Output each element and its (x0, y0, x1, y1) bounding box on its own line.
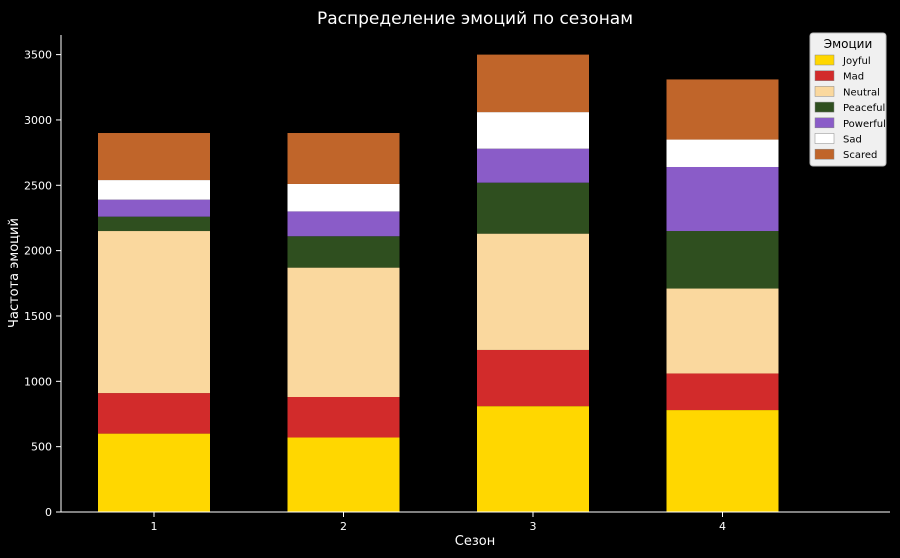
legend-swatch-joyful (814, 54, 835, 66)
legend-label-powerful: Powerful (843, 119, 886, 130)
bar-neutral-season-2 (287, 267, 400, 397)
bar-peaceful-season-3 (477, 182, 589, 234)
y-tick-label: 0 (45, 506, 52, 519)
bar-scared-season-4 (666, 79, 779, 140)
legend-label-neutral: Neutral (843, 87, 880, 98)
x-axis-label: Сезон (455, 534, 495, 549)
bar-mad-season-2 (287, 396, 400, 438)
bar-joyful-season-4 (666, 410, 779, 512)
legend-swatch-neutral (814, 86, 835, 97)
legend: Эмоции Joyful Mad Neutral Peaceful Powerful S… (809, 32, 887, 167)
y-axis-label: Частота эмоций (7, 218, 22, 328)
bar-scared-season-2 (287, 133, 400, 184)
bar-powerful-season-2 (287, 211, 400, 237)
x-tick-label: 4 (719, 520, 726, 533)
legend-label-peaceful: Peaceful (843, 103, 885, 114)
bar-joyful-season-1 (98, 433, 210, 512)
bar-joyful-season-2 (287, 437, 400, 512)
legend-swatch-scared (814, 148, 835, 160)
y-tick-label: 3500 (24, 49, 52, 62)
y-tick-label: 1000 (24, 375, 52, 388)
legend-title: Эмоции (824, 37, 873, 51)
y-axis-ticks: 0 500 1000 1500 2000 2500 3000 3500 (24, 49, 61, 519)
legend-label-mad: Mad (843, 72, 864, 83)
bar-neutral-season-3 (477, 233, 589, 350)
bar-mad-season-4 (666, 373, 779, 411)
legend-box (809, 32, 887, 167)
y-tick-label: 2000 (24, 245, 52, 258)
y-tick-label: 1500 (24, 310, 52, 323)
bar-powerful-season-4 (666, 166, 779, 232)
bar-sad-season-1 (98, 180, 210, 200)
bar-peaceful-season-2 (287, 236, 400, 268)
y-tick-label: 2500 (24, 179, 52, 192)
legend-label-joyful: Joyful (842, 56, 871, 67)
legend-swatch-sad (814, 133, 835, 144)
legend-label-sad: Sad (843, 135, 862, 146)
bar-mad-season-1 (98, 393, 210, 434)
bar-scared-season-3 (477, 54, 589, 113)
bar-neutral-season-1 (98, 231, 210, 394)
bar-neutral-season-4 (666, 288, 779, 374)
bar-powerful-season-3 (477, 148, 589, 183)
bar-peaceful-season-1 (98, 216, 210, 232)
legend-swatch-mad (814, 70, 835, 81)
legend-swatch-powerful (814, 117, 835, 129)
bar-scared-season-1 (98, 133, 210, 181)
legend-swatch-peaceful (814, 101, 835, 113)
bar-sad-season-3 (477, 112, 589, 149)
y-tick-label: 500 (31, 441, 52, 454)
x-tick-label: 2 (340, 520, 347, 533)
x-axis-ticks: 1 2 3 4 (151, 512, 726, 533)
y-tick-label: 3000 (24, 114, 52, 127)
legend-label-scared: Scared (843, 150, 877, 161)
bar-sad-season-2 (287, 183, 400, 212)
chart-title: Распределение эмоций по сезонам (317, 9, 633, 29)
x-tick-label: 3 (530, 520, 537, 533)
bar-sad-season-4 (666, 139, 779, 167)
plot-area (98, 54, 779, 512)
legend-items: Joyful Mad Neutral Peaceful Powerful Sad Scare… (814, 54, 886, 161)
bar-peaceful-season-4 (666, 231, 779, 289)
bar-mad-season-3 (477, 349, 589, 407)
bar-joyful-season-3 (477, 406, 589, 512)
x-tick-label: 1 (151, 520, 158, 533)
bar-powerful-season-1 (98, 199, 210, 217)
